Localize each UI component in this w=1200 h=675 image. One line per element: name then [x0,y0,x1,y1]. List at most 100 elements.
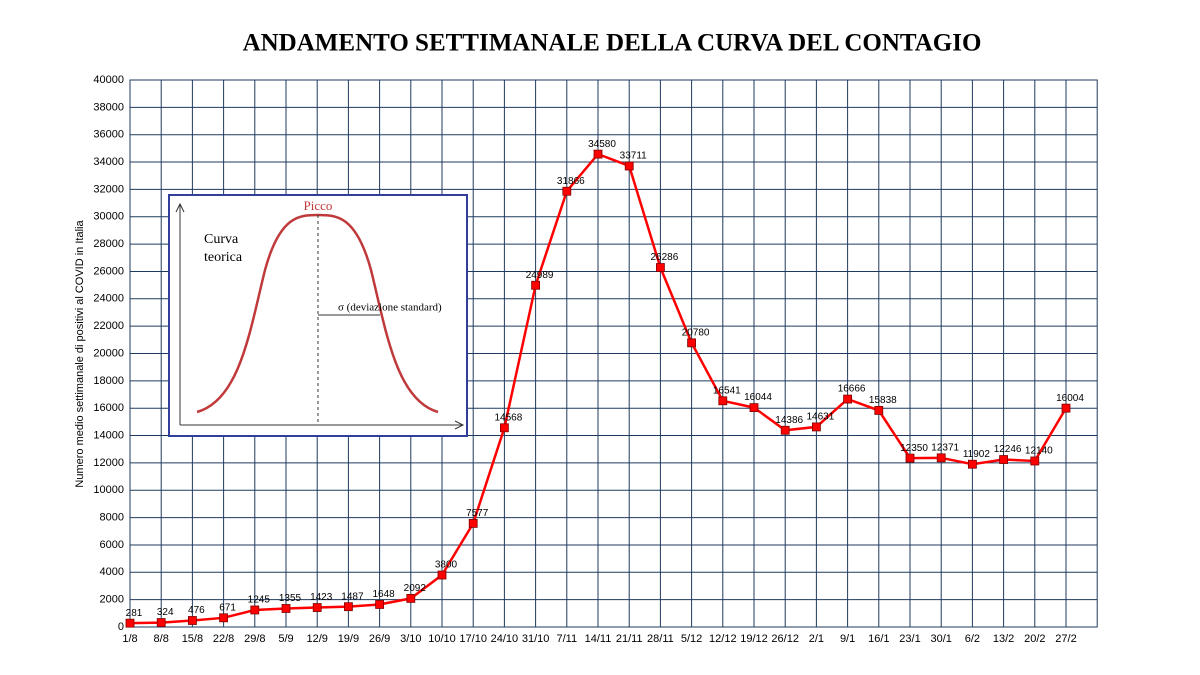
x-tick-label: 12/12 [709,633,737,645]
x-tick-label: 26/12 [771,633,799,645]
data-point [656,263,665,272]
y-tick-label: 16000 [93,402,124,414]
data-point [343,602,353,612]
data-label: 14386 [775,415,803,426]
data-label: 324 [157,607,174,618]
data-label: 476 [188,605,205,616]
x-tick-label: 24/10 [491,633,519,645]
data-point [375,600,385,609]
data-point [406,593,416,603]
data-label: 16044 [744,392,772,403]
y-tick-label: 40000 [93,74,124,86]
x-tick-label: 21/11 [616,633,643,645]
data-label: 31866 [557,176,585,187]
y-tick-label: 0 [118,621,124,633]
data-point [936,453,946,463]
y-tick-label: 32000 [93,183,124,195]
data-label: 1355 [279,593,302,604]
x-tick-label: 5/9 [278,633,293,645]
x-tick-label: 12/9 [306,633,327,645]
data-label: 24989 [526,270,554,281]
data-point [250,605,260,615]
data-label: 14568 [494,412,522,423]
x-tick-label: 3/10 [400,633,421,645]
x-tick-label: 17/10 [459,633,487,645]
data-label: 33711 [620,151,648,162]
data-point [531,280,540,290]
y-tick-label: 22000 [93,320,124,332]
data-label: 281 [126,608,143,619]
data-point [843,394,852,404]
data-point [219,613,229,623]
x-tick-label: 23/1 [899,633,920,645]
y-axis-label: Numero medio settimanale di positivi al … [74,220,86,488]
x-tick-label: 16/1 [868,633,889,645]
y-tick-label: 10000 [93,484,124,496]
x-tick-label: 29/8 [244,633,265,645]
data-label: 1423 [310,592,333,603]
y-tick-label: 8000 [100,512,124,524]
data-label: 11902 [963,449,991,460]
data-point [624,161,634,171]
x-tick-label: 6/2 [965,633,980,645]
data-point [718,396,728,406]
data-point [125,618,135,628]
curve-label: teorica [204,250,243,265]
x-tick-label: 15/8 [182,633,203,645]
y-tick-label: 14000 [93,429,124,441]
y-tick-label: 2000 [100,594,124,606]
x-tick-label: 19/12 [740,633,768,645]
y-tick-label: 24000 [93,293,124,305]
data-label: 26286 [650,252,678,263]
y-tick-label: 28000 [93,238,124,250]
y-tick-label: 4000 [100,566,124,578]
x-tick-label: 1/8 [122,633,137,645]
y-tick-label: 12000 [93,457,124,469]
data-label: 7577 [466,508,489,519]
data-point [687,338,696,348]
x-tick-label: 27/2 [1055,633,1076,645]
y-tick-label: 36000 [93,129,124,141]
data-label: 20780 [682,327,710,338]
data-label: 16541 [713,385,741,396]
data-label: 15838 [869,395,897,406]
y-tick-label: 20000 [93,347,124,359]
data-point [1061,403,1071,413]
data-point [281,604,291,613]
x-tick-label: 10/10 [428,633,456,645]
data-point [968,459,977,469]
x-tick-label: 9/1 [840,633,855,645]
data-label: 1648 [372,589,395,600]
data-label: 1487 [341,591,364,602]
data-point [312,603,322,612]
data-point [749,403,759,412]
x-tick-label: 20/2 [1024,633,1045,645]
data-point [187,616,197,625]
data-label: 16004 [1056,393,1084,404]
x-tick-label: 31/10 [522,633,550,645]
inset: Picco Curva teorica σ (deviazione standa… [168,194,468,437]
y-tick-label: 38000 [93,101,124,113]
x-tick-label: 5/12 [681,633,702,645]
data-label: 12350 [900,443,928,454]
data-point [874,406,884,415]
data-point [999,455,1008,464]
inset-arrow [454,420,465,430]
y-tick-label: 6000 [100,539,124,551]
data-label: 12246 [994,444,1022,455]
data-point [905,453,915,463]
data-label: 14631 [806,412,834,423]
y-tick-label: 30000 [93,211,124,223]
inset-arrow [175,202,185,213]
data-point [562,186,572,196]
y-tick-label: 26000 [93,265,124,277]
curve-label: Curva [204,232,239,247]
data-label: 12371 [931,442,959,453]
sigma-label: σ (deviazione standard) [338,302,442,314]
x-tick-label: 22/8 [213,633,234,645]
x-tick-label: 28/11 [647,633,674,645]
x-tick-label: 8/8 [154,633,169,645]
x-tick-label: 30/1 [930,633,951,645]
x-tick-label: 19/9 [338,633,359,645]
